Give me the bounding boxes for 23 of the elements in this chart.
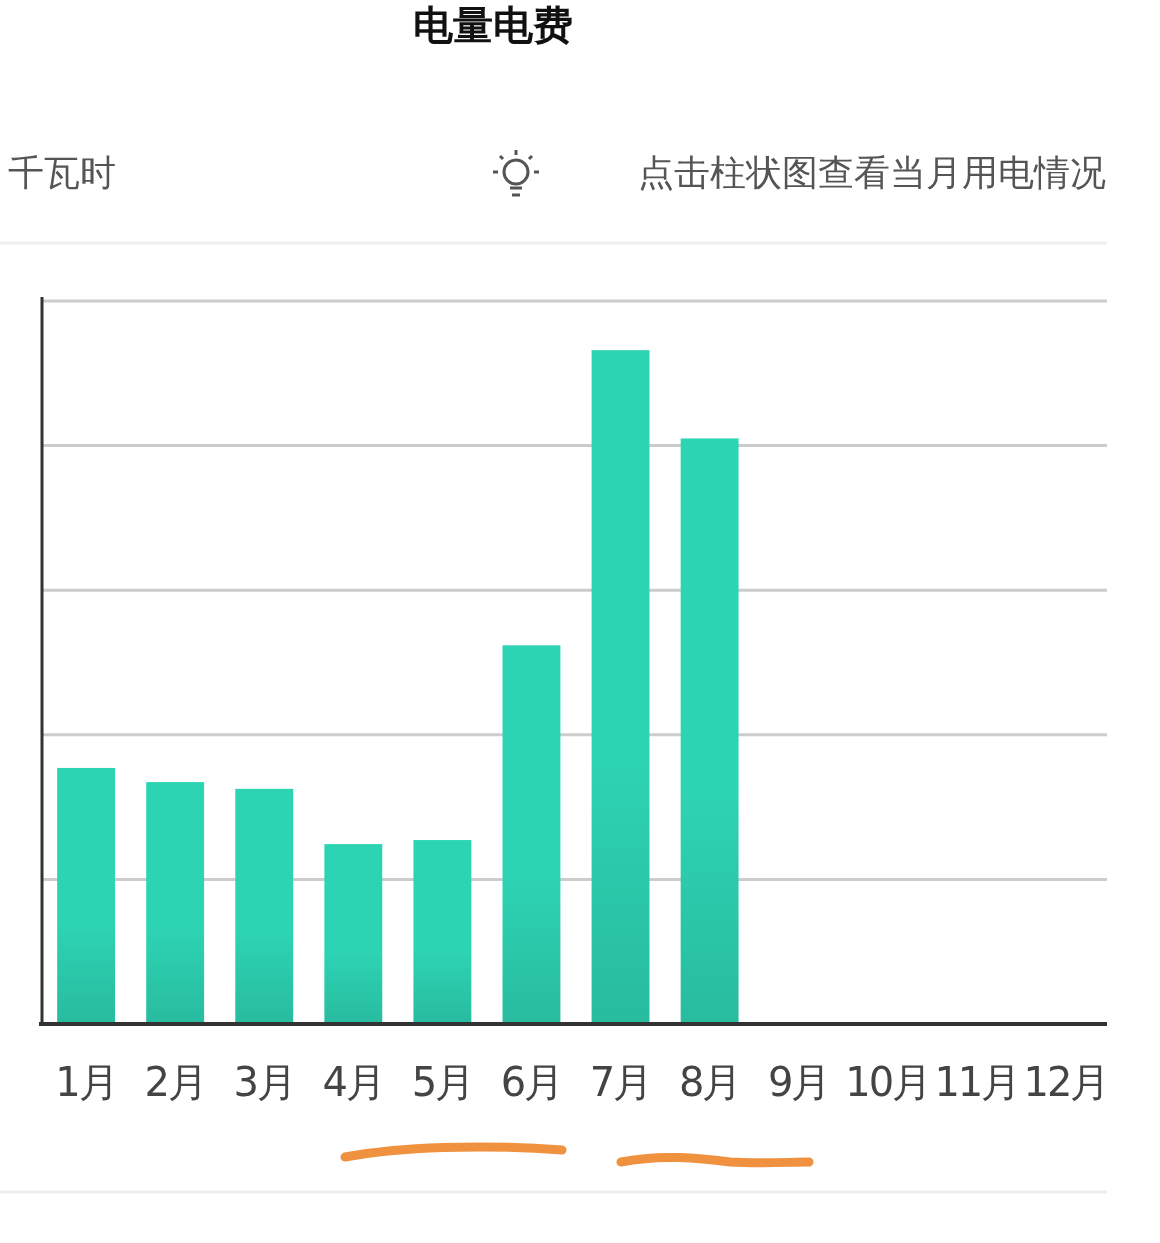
- x-tick-label: 1月: [55, 1059, 117, 1105]
- chart-title: 电量电费: [413, 2, 573, 48]
- text: 点击柱状图查看当月用电情况: [638, 152, 1106, 193]
- bar: [502, 645, 561, 1024]
- bar: [413, 840, 472, 1024]
- x-tick-label: 9月: [767, 1059, 830, 1105]
- bar: [680, 438, 739, 1024]
- x-tick-label: 11月: [934, 1059, 1020, 1105]
- x-tick-label: 6月: [500, 1059, 563, 1105]
- bar: [235, 788, 294, 1024]
- x-tick-label: 3月: [233, 1059, 295, 1105]
- bar: [324, 844, 383, 1024]
- x-tick-label: 4月: [322, 1059, 385, 1105]
- x-tick-label: 8月: [678, 1059, 741, 1105]
- x-tick-label: 10月: [845, 1059, 931, 1105]
- bar: [146, 782, 205, 1024]
- bar: [591, 350, 650, 1024]
- bar: [57, 767, 116, 1024]
- y-axis-title: 千瓦时: [8, 152, 116, 193]
- x-tick-label: 2月: [144, 1059, 206, 1105]
- x-tick-label: 7月: [589, 1059, 652, 1105]
- x-tick-label: 12月: [1023, 1059, 1109, 1105]
- x-tick-label: 5月: [411, 1059, 474, 1105]
